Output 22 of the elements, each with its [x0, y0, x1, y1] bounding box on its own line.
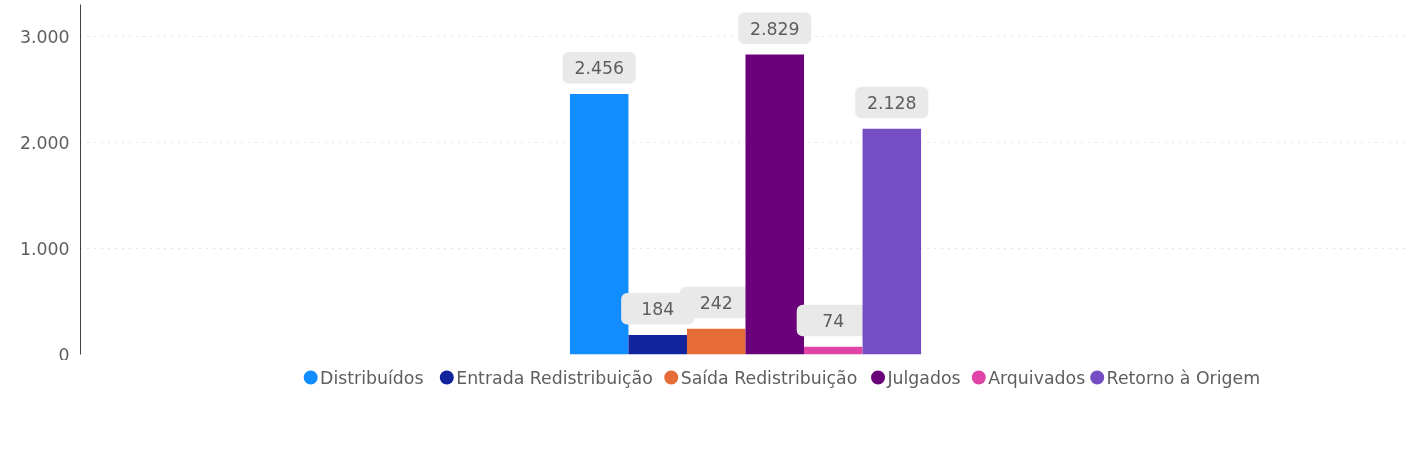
bar: [686, 328, 746, 355]
y-tick-label: 0: [58, 344, 70, 365]
legend-label: Distribuídos: [320, 367, 424, 388]
bar: [569, 94, 629, 355]
y-tick-label: 1.000: [19, 238, 70, 259]
data-label: 2.829: [749, 18, 800, 39]
data-label: 2.128: [867, 93, 917, 114]
y-tick-label: 2.000: [19, 132, 70, 153]
bar: [804, 346, 863, 355]
legend-label: Saída Redistribuição: [680, 367, 858, 388]
data-label: 2.456: [574, 58, 625, 79]
data-label: 184: [641, 299, 675, 320]
legend-label: Retorno à Origem: [1106, 367, 1261, 388]
bar: [745, 54, 805, 355]
legend-label: Entrada Redistribuição: [456, 367, 653, 388]
y-tick-label: 3.000: [19, 26, 70, 47]
bar: [628, 334, 687, 355]
legend-label: Julgados: [886, 367, 961, 388]
data-label: 74: [822, 310, 845, 331]
legend-label: Arquivados: [988, 367, 1086, 388]
data-label: 242: [699, 293, 733, 314]
bar: [862, 128, 922, 355]
